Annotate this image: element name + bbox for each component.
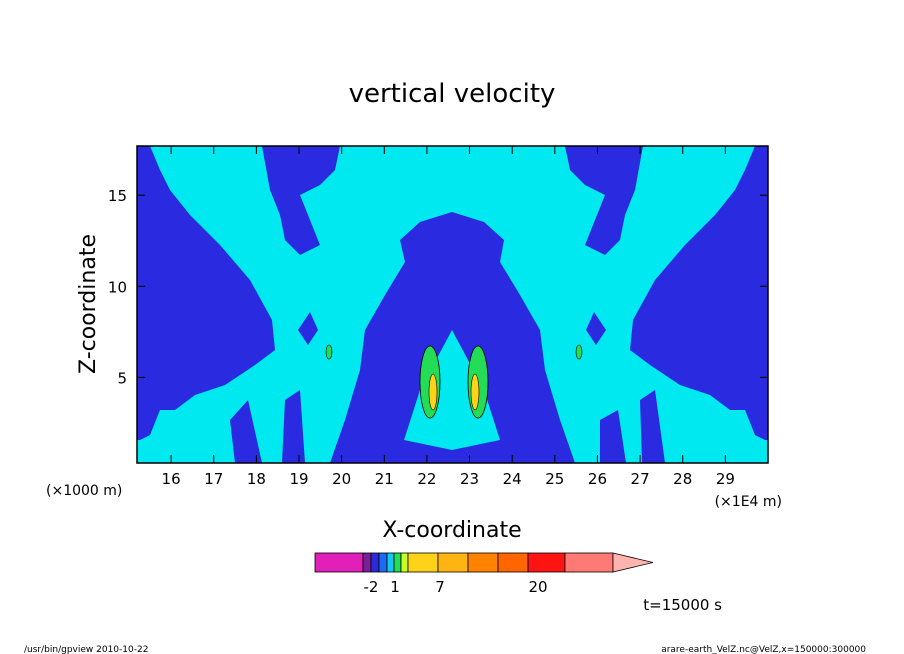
footer-right: arare-earth_VelZ.nc@VelZ,x=150000:300000 [661, 645, 866, 654]
contour-region-upper-right [565, 146, 643, 255]
colorbar-segment [400, 552, 409, 573]
x-tick-label: 20 [332, 470, 351, 488]
colorbar-ticks: -2 1 7 20 [364, 578, 548, 596]
y-tick-label: 5 [117, 369, 127, 387]
colorbar-segment [497, 552, 529, 573]
contour-streak-4 [640, 390, 665, 463]
colorbar [314, 552, 654, 573]
x-unit-right: (×1E4 m) [715, 494, 782, 510]
y-tick-label: 15 [108, 187, 127, 205]
x-tick-label: 24 [503, 470, 522, 488]
colorbar-tick-label: 1 [390, 578, 400, 596]
contour-cell-small-right [575, 344, 583, 360]
contour-cell-right-yellow [470, 373, 480, 411]
x-tick-label: 27 [631, 470, 650, 488]
x-tick-label: 22 [417, 470, 436, 488]
contour-streak-1 [230, 400, 262, 463]
colorbar-arrow [612, 552, 654, 573]
x-tick-label: 29 [716, 470, 735, 488]
x-unit-left: (×1000 m) [46, 483, 122, 499]
contour-field [136, 145, 769, 464]
contour-small-right [586, 312, 606, 345]
x-axis-label: X-coordinate [382, 518, 521, 543]
x-tick-label: 25 [545, 470, 564, 488]
x-tick-label: 16 [162, 470, 181, 488]
colorbar-segment [437, 552, 469, 573]
colorbar-tick-label: 20 [528, 578, 547, 596]
contour-cyan-center [404, 330, 500, 450]
colorbar-segment [314, 552, 364, 573]
chart-title: vertical velocity [349, 79, 556, 109]
colorbar-segment [386, 552, 395, 573]
y-axis: 5 10 15 [108, 187, 768, 387]
contour-cell-left-yellow [428, 373, 438, 411]
colorbar-segment [362, 552, 372, 573]
colorbar-segment [527, 552, 566, 573]
y-axis-label: Z-coordinate [76, 234, 101, 374]
colorbar-tick-label: 7 [435, 578, 445, 596]
x-tick-label: 18 [247, 470, 266, 488]
contour-cell-small-left [325, 344, 333, 360]
x-tick-label: 17 [204, 470, 223, 488]
contour-streak-2 [282, 390, 305, 463]
contour-streak-3 [600, 410, 626, 463]
colorbar-segment [393, 552, 402, 573]
colorbar-segment [564, 552, 614, 573]
colorbar-segment [407, 552, 439, 573]
x-tick-label: 21 [375, 470, 394, 488]
x-axis: 16 17 18 19 20 21 22 23 24 25 26 27 28 29 [162, 146, 735, 488]
x-tick-label: 26 [588, 470, 607, 488]
x-tick-label: 19 [289, 470, 308, 488]
footer-left: /usr/bin/gpview 2010-10-22 [24, 645, 148, 654]
x-tick-label: 28 [673, 470, 692, 488]
colorbar-segment [467, 552, 499, 573]
time-annotation: t=15000 s [643, 596, 722, 614]
contour-small-left [298, 312, 318, 345]
x-tick-label: 23 [460, 470, 479, 488]
plot-frame [136, 145, 769, 464]
contour-region-right [630, 146, 768, 440]
y-tick-label: 10 [108, 278, 127, 296]
colorbar-segment [370, 552, 380, 573]
contour-region-left [137, 146, 275, 440]
colorbar-segment [378, 552, 388, 573]
contour-region-upper-left [262, 146, 340, 255]
colorbar-tick-label: -2 [364, 578, 379, 596]
